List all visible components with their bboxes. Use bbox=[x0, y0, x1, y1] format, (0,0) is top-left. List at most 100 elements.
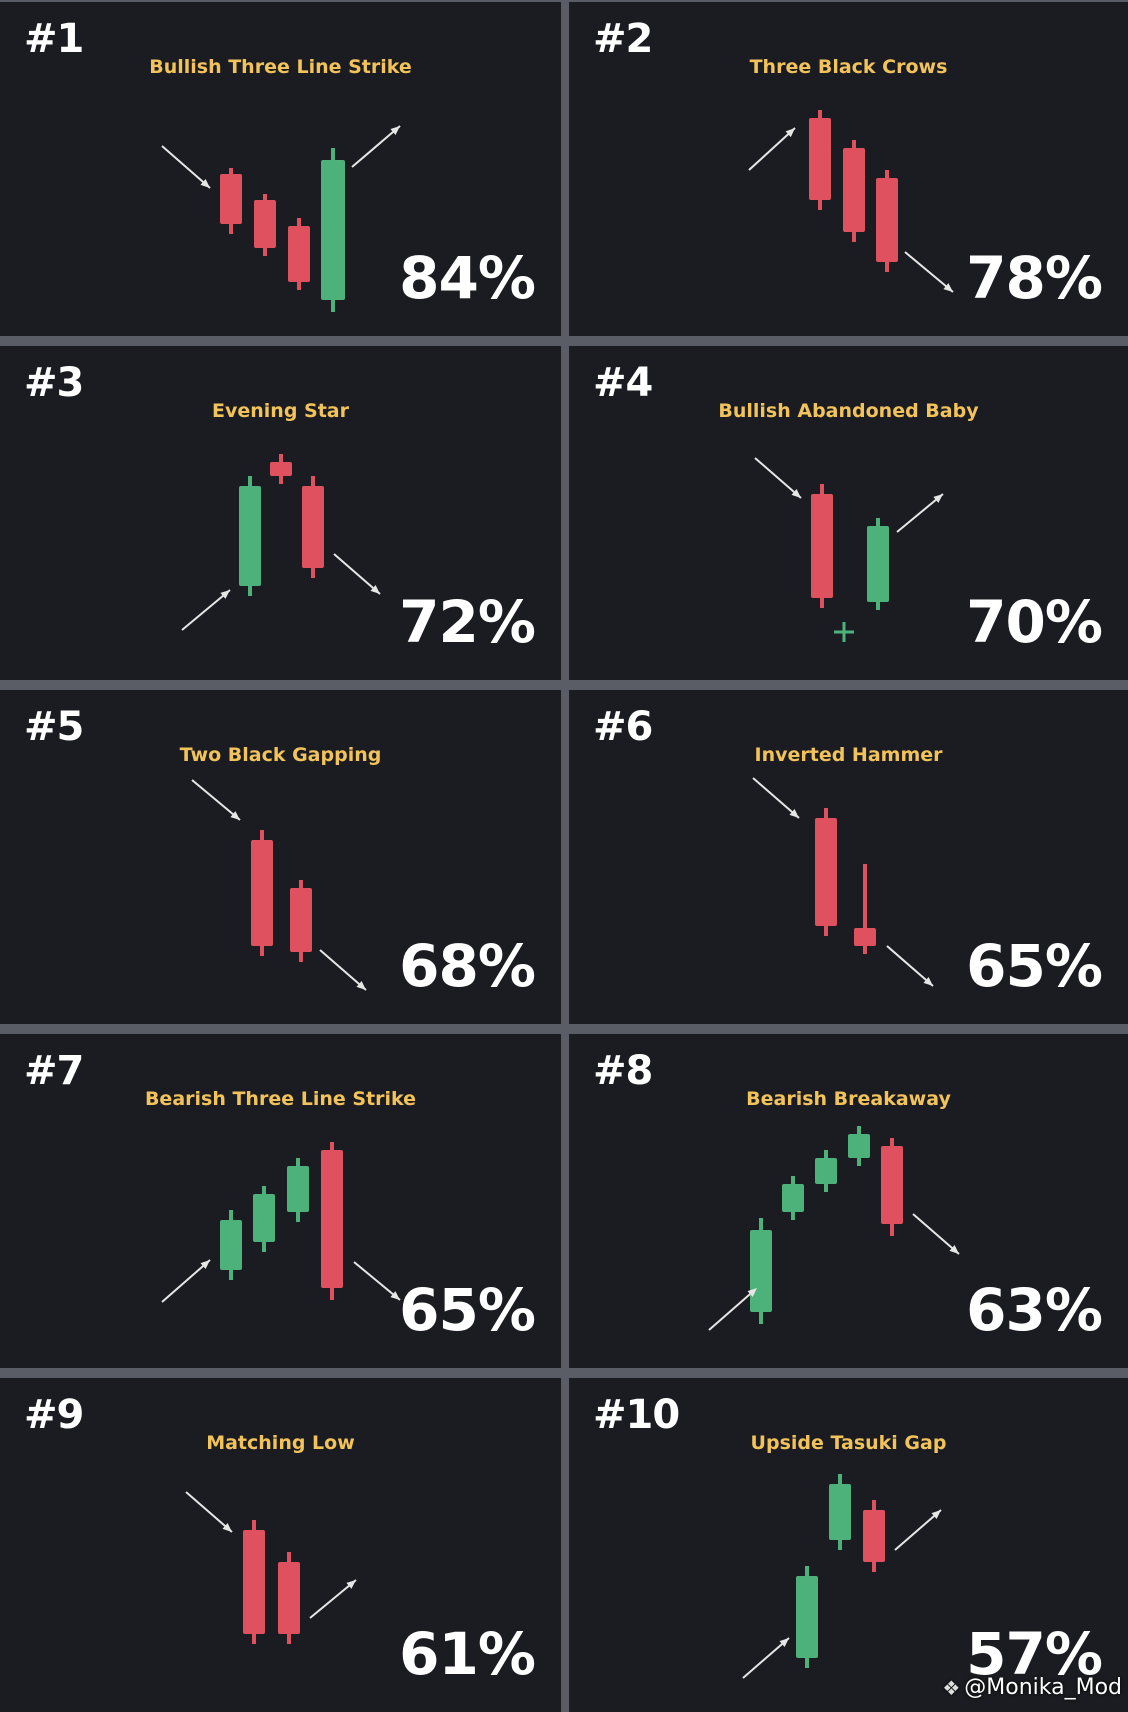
arrow-icon bbox=[752, 777, 800, 819]
pattern-card: #9 Matching Low 61% bbox=[0, 1378, 561, 1712]
pattern-title: Evening Star bbox=[212, 400, 349, 422]
pattern-title: Three Black Crows bbox=[749, 56, 948, 78]
candle bbox=[251, 830, 273, 956]
arrow-head bbox=[791, 489, 801, 498]
arrow-head bbox=[933, 494, 943, 503]
arrow-head bbox=[789, 809, 799, 818]
candle-body bbox=[270, 462, 292, 476]
candle-body bbox=[251, 840, 273, 946]
arrow-head bbox=[200, 1260, 210, 1269]
candle bbox=[254, 194, 276, 256]
rank-label: #3 bbox=[24, 360, 84, 406]
candle-body bbox=[854, 928, 876, 946]
pattern-diagram bbox=[708, 1126, 960, 1331]
candle bbox=[829, 1474, 851, 1550]
arrow-head bbox=[747, 1288, 757, 1297]
candle-body bbox=[321, 1150, 343, 1288]
candle bbox=[220, 1210, 242, 1280]
candle-body bbox=[243, 1530, 265, 1634]
arrow-head bbox=[390, 1291, 400, 1300]
arrow-head bbox=[230, 811, 240, 820]
arrow-head bbox=[949, 1245, 959, 1254]
rank-label: #2 bbox=[593, 16, 653, 62]
rank-label: #4 bbox=[593, 360, 653, 406]
arrow-icon bbox=[754, 457, 802, 499]
arrow-icon bbox=[748, 127, 796, 171]
candle-body bbox=[290, 888, 312, 952]
doji-cross bbox=[834, 622, 854, 642]
arrow-head bbox=[222, 1523, 232, 1532]
arrow-icon bbox=[191, 779, 241, 821]
arrow-icon bbox=[708, 1287, 758, 1331]
candle bbox=[270, 454, 292, 484]
candle-body bbox=[321, 160, 345, 300]
candle bbox=[321, 1142, 343, 1300]
pattern-title: Bullish Abandoned Baby bbox=[718, 400, 979, 422]
candle bbox=[239, 476, 261, 596]
candle-body bbox=[302, 486, 324, 568]
arrow-head bbox=[346, 1580, 356, 1589]
pattern-card: #10 Upside Tasuki Gap 57% bbox=[569, 1378, 1128, 1712]
arrow-head bbox=[200, 179, 210, 188]
pattern-title: Upside Tasuki Gap bbox=[750, 1432, 947, 1454]
rank-label: #8 bbox=[593, 1048, 653, 1094]
success-rate: 72% bbox=[399, 588, 536, 656]
success-rate: 61% bbox=[399, 1620, 536, 1688]
candle-body bbox=[815, 1158, 837, 1184]
pattern-title: Two Black Gapping bbox=[179, 744, 382, 766]
pattern-title: Bearish Three Line Strike bbox=[144, 1088, 417, 1110]
arrow-icon bbox=[161, 1259, 211, 1303]
candle-body bbox=[254, 200, 276, 248]
success-rate: 70% bbox=[966, 588, 1103, 656]
candle-body bbox=[288, 226, 310, 282]
pattern-card: #3 Evening Star 72% bbox=[0, 346, 561, 680]
pattern-card: #5 Two Black Gapping 68% bbox=[0, 690, 561, 1024]
candle-body bbox=[796, 1576, 818, 1658]
candle bbox=[876, 170, 898, 272]
arrow-icon bbox=[309, 1579, 357, 1619]
candle bbox=[750, 1218, 772, 1324]
arrow-icon bbox=[896, 493, 944, 533]
rank-label: #10 bbox=[593, 1392, 680, 1438]
rank-label: #6 bbox=[593, 704, 653, 750]
candle-body bbox=[811, 494, 833, 598]
arrow-icon bbox=[886, 945, 934, 987]
pattern-card: #1 Bullish Three Line Strike 84% bbox=[0, 2, 561, 336]
success-rate: 63% bbox=[966, 1276, 1103, 1344]
candle bbox=[220, 168, 242, 234]
candle-body bbox=[809, 118, 831, 200]
success-rate: 57% bbox=[966, 1620, 1103, 1688]
pattern-diagram bbox=[754, 457, 944, 642]
candle-body bbox=[278, 1562, 300, 1634]
arrow-icon bbox=[742, 1637, 790, 1679]
pattern-card: #7 Bearish Three Line Strike 65% bbox=[0, 1034, 561, 1368]
rank-label: #7 bbox=[24, 1048, 84, 1094]
pattern-card: #4 Bullish Abandoned Baby 70% bbox=[569, 346, 1128, 680]
candle bbox=[243, 1520, 265, 1644]
candle bbox=[811, 484, 833, 608]
pattern-diagram bbox=[161, 125, 401, 312]
pattern-diagram bbox=[181, 454, 381, 631]
candle-body bbox=[253, 1194, 275, 1242]
pattern-diagram bbox=[191, 779, 367, 991]
pattern-title: Bullish Three Line Strike bbox=[149, 56, 412, 78]
arrow-icon bbox=[912, 1213, 960, 1255]
arrow-head bbox=[390, 126, 400, 135]
candle bbox=[796, 1566, 818, 1668]
success-rate: 68% bbox=[399, 932, 536, 1000]
watermark-text: @Monika_Mod bbox=[964, 1675, 1122, 1700]
candle-body bbox=[815, 818, 837, 926]
arrow-icon bbox=[351, 125, 401, 168]
candle-body bbox=[876, 178, 898, 262]
pattern-title: Matching Low bbox=[206, 1432, 355, 1454]
candle-body bbox=[848, 1134, 870, 1158]
candle-body bbox=[843, 148, 865, 232]
candle bbox=[782, 1176, 804, 1220]
candle-body bbox=[239, 486, 261, 586]
watermark: ❖ @Monika_Mod bbox=[942, 1675, 1122, 1700]
success-rate: 65% bbox=[399, 1276, 536, 1344]
pattern-card: #8 Bearish Breakaway 63% bbox=[569, 1034, 1128, 1368]
arrow-head bbox=[779, 1638, 789, 1647]
arrow-head bbox=[943, 283, 953, 292]
